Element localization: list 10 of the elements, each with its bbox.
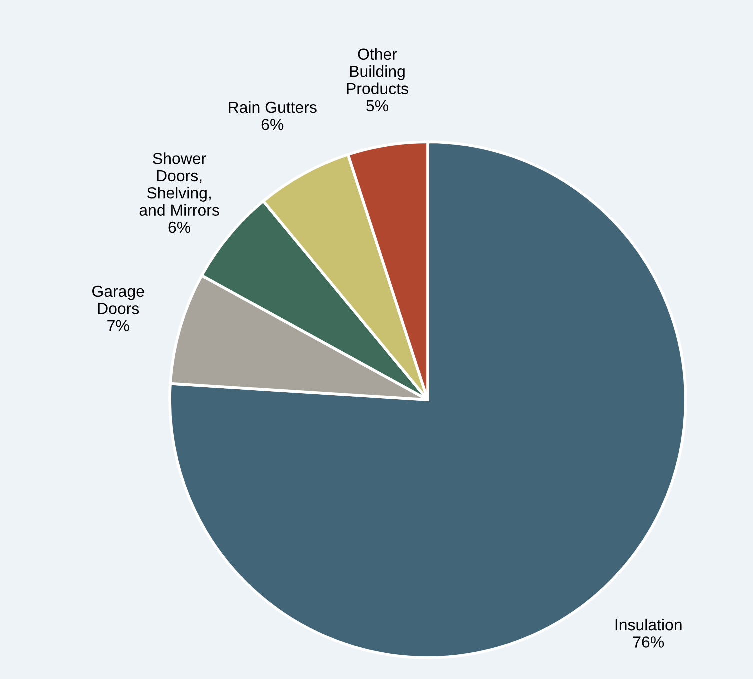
data-label: 6% — [168, 222, 191, 234]
slice-label: Insulation — [616, 618, 682, 631]
data-label: 6% — [262, 119, 284, 130]
slice-label: Other Building Products — [347, 48, 408, 94]
data-label: 76% — [633, 636, 664, 648]
slice-label: Shower Doors, Shelving, and Mirrors — [140, 152, 220, 216]
slice-label: Garage Doors — [92, 286, 144, 314]
data-label: 5% — [366, 100, 388, 112]
data-label: 7% — [108, 320, 130, 332]
slice-label: Rain Gutters — [229, 101, 317, 114]
